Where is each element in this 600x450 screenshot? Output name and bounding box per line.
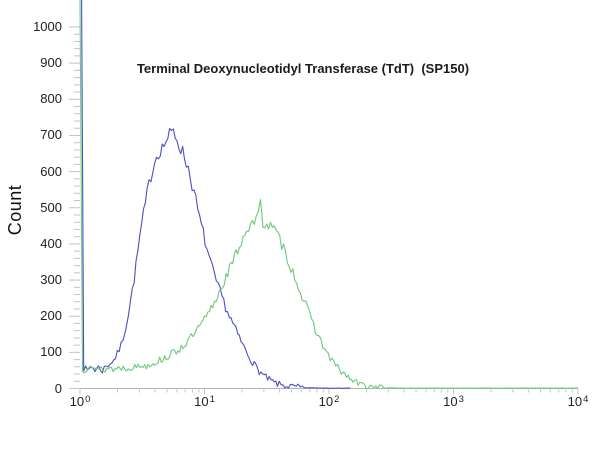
x-tick-label: 100 <box>69 394 91 409</box>
y-tick-label: 700 <box>40 127 62 143</box>
y-tick-label: 900 <box>40 55 62 71</box>
y-tick-label: 1000 <box>33 19 62 34</box>
y-tick-label: 300 <box>40 272 62 288</box>
y-tick-label: 400 <box>40 235 62 251</box>
axis-ticks <box>69 26 579 394</box>
y-tick-label: 0 <box>54 380 62 396</box>
chart-title: Terminal Deoxynucleotidyl Transferase (T… <box>136 61 470 76</box>
green-histogram-curve <box>79 0 578 390</box>
y-tick-label: 500 <box>40 199 62 215</box>
y-tick-label: 600 <box>40 163 62 179</box>
x-tick-label: 101 <box>194 394 215 409</box>
y-tick-label: 800 <box>40 91 62 107</box>
x-tick-label: 103 <box>443 394 464 409</box>
x-tick-label: 102 <box>318 394 340 409</box>
blue-histogram-curve <box>81 0 351 389</box>
y-tick-label: 200 <box>40 308 62 324</box>
x-tick-label: 104 <box>567 394 589 409</box>
y-tick-label: 100 <box>40 344 62 360</box>
